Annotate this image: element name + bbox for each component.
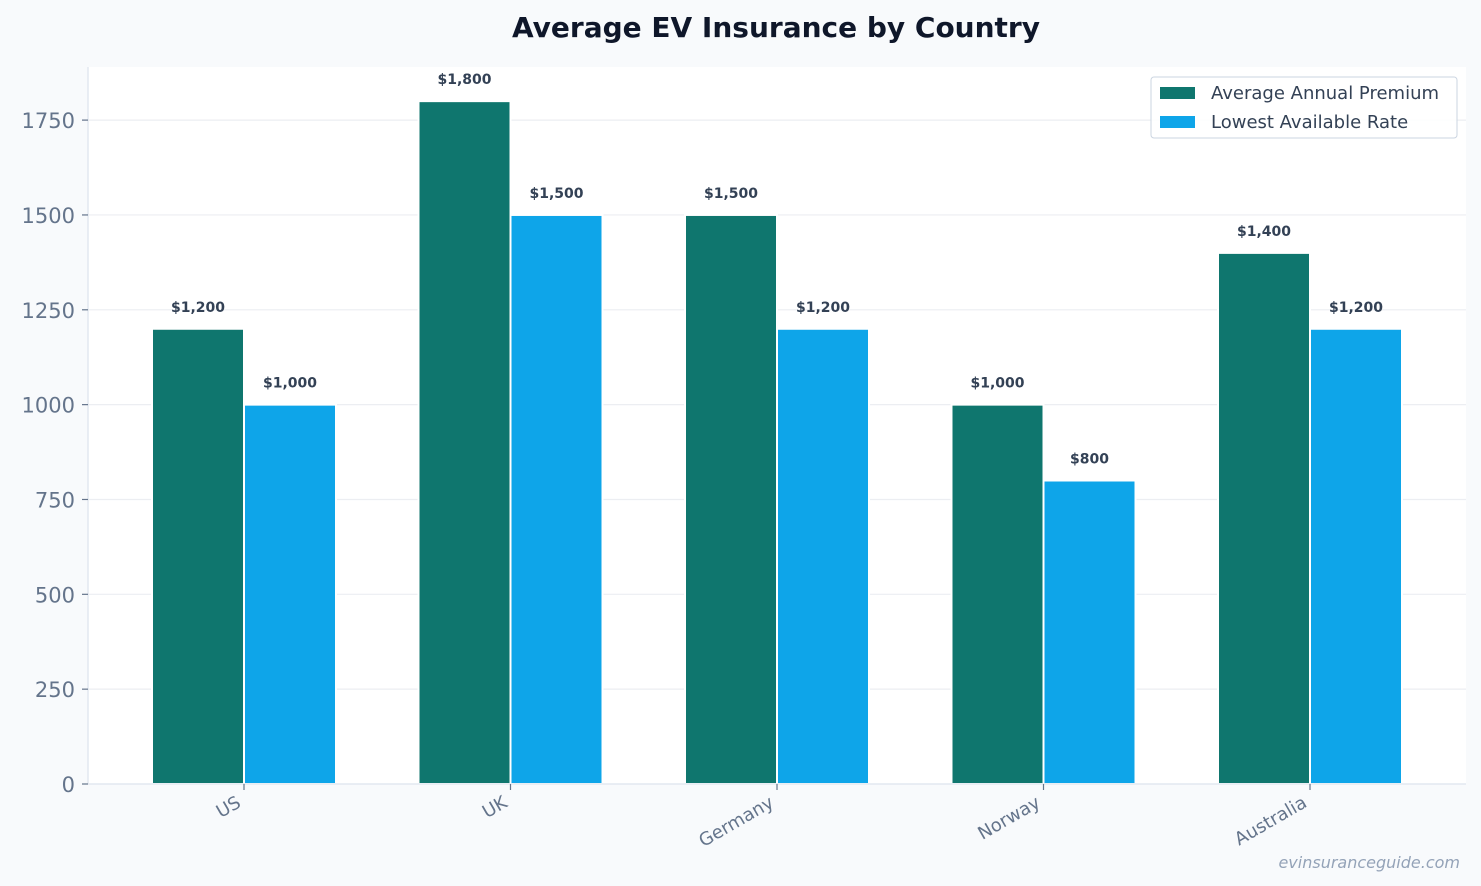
x-tick-label: Australia: [1231, 792, 1310, 850]
bar-premium: [1217, 251, 1311, 785]
bar-value-label: $1,400: [1237, 224, 1291, 240]
bar-premium: [684, 213, 778, 785]
y-tick-label: 1250: [22, 299, 75, 323]
bar-lowest: [1042, 479, 1137, 785]
bar-lowest: [776, 327, 870, 785]
bar-value-label: $1,200: [171, 300, 225, 316]
bar-value-label: $1,800: [437, 72, 491, 88]
bar-value-labels: $1,200 $1,000 $1,800 $1,500 $1,500 $1,200 $1,0…: [171, 72, 1383, 467]
x-tick-label: Germany: [695, 792, 777, 852]
x-axis-ticks: US UK Germany Norway Australia: [213, 784, 1311, 852]
y-tick-label: 1000: [22, 394, 75, 418]
y-tick-label: 0: [62, 773, 75, 797]
legend-label-lowest: Lowest Available Rate: [1211, 112, 1408, 133]
legend-box: [1150, 76, 1458, 139]
y-tick-label: 1750: [22, 109, 75, 133]
bar-value-label: $1,500: [529, 186, 583, 202]
bar-premium: [151, 327, 245, 785]
bar-lowest: [1309, 327, 1403, 785]
legend: Average Annual Premium Lowest Available …: [1150, 76, 1458, 139]
y-tick-label: 750: [35, 488, 75, 512]
x-tick-label: Norway: [974, 792, 1044, 845]
bar-value-label: $1,200: [796, 300, 850, 316]
bar-value-label: $1,000: [970, 376, 1024, 392]
x-tick-label: UK: [479, 792, 512, 823]
y-axis-ticks: 0 250 500 750 1000 1250 1500 1750: [22, 109, 88, 797]
bar-premium: [950, 403, 1045, 785]
x-tick-label: US: [213, 792, 245, 822]
legend-label-premium: Average Annual Premium: [1211, 83, 1439, 104]
bar-premium: [417, 100, 512, 785]
chart-title: Average EV Insurance by Country: [512, 11, 1040, 44]
legend-swatch-lowest: [1160, 116, 1195, 128]
watermark: evinsuranceguide.com: [1278, 853, 1460, 872]
y-tick-label: 250: [35, 678, 75, 702]
bar-value-label: $1,200: [1329, 300, 1383, 316]
bar-value-label: $1,500: [704, 186, 758, 202]
bar-lowest: [509, 213, 604, 785]
legend-swatch-premium: [1160, 87, 1195, 99]
y-tick-label: 500: [35, 583, 75, 607]
bar-lowest: [243, 403, 337, 785]
bar-value-label: $1,000: [263, 376, 317, 392]
bar-value-label: $800: [1070, 452, 1109, 468]
y-tick-label: 1500: [22, 204, 75, 228]
